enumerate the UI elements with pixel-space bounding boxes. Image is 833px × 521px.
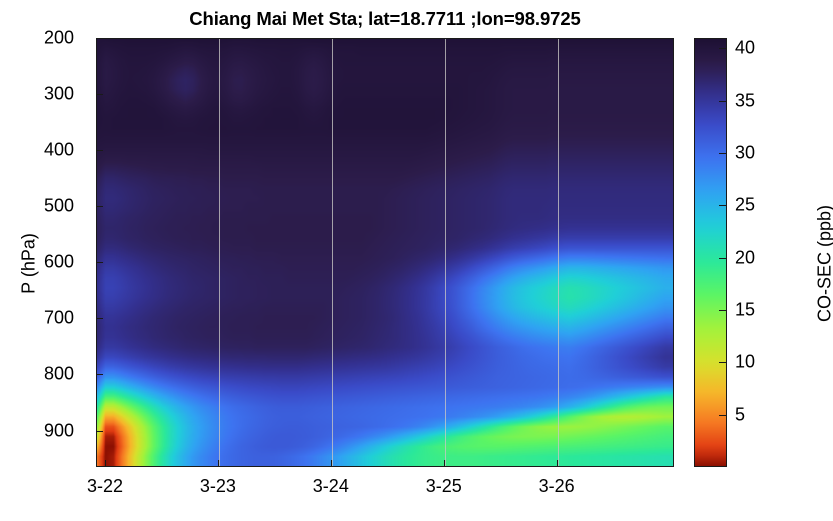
x-tick-mark (444, 460, 445, 467)
y-tick-label: 400 (43, 139, 74, 160)
colorbar-tick-label: 30 (735, 142, 756, 163)
colorbar-tick-label: 5 (735, 404, 746, 425)
x-tick-mark (557, 460, 558, 467)
x-tick-mark (105, 460, 106, 467)
colorbar-tick-mark (719, 258, 727, 259)
heatmap-image (97, 39, 673, 466)
y-tick-label: 600 (43, 251, 74, 272)
heatmap-axes (96, 38, 674, 467)
colorbar-tick-mark (719, 362, 727, 363)
colorbar-tick-mark (719, 415, 727, 416)
colorbar (694, 38, 727, 467)
y-tick-mark (96, 94, 103, 95)
y-tick-mark (96, 38, 103, 39)
y-tick-label: 800 (43, 363, 74, 384)
y-tick-label: 900 (43, 420, 74, 441)
x-tick-label: 3-26 (538, 476, 575, 496)
y-tick-mark (96, 262, 103, 263)
colorbar-tick-mark (719, 310, 727, 311)
y-tick-mark (96, 150, 103, 151)
colorbar-tick-label: 20 (735, 247, 756, 268)
chart-title: Chiang Mai Met Sta; lat=18.7711 ;lon=98.… (189, 8, 581, 29)
colorbar-tick-label: 35 (735, 90, 756, 111)
colorbar-tick-mark (719, 48, 727, 49)
y-tick-label: 500 (43, 195, 74, 216)
colorbar-tick-label: 40 (735, 37, 756, 58)
y-tick-mark (96, 318, 103, 319)
colorbar-tick-label: 25 (735, 194, 756, 215)
y-tick-label: 700 (43, 307, 74, 328)
x-tick-label: 3-23 (199, 476, 236, 496)
colorbar-tick-mark (719, 205, 727, 206)
x-tick-mark (331, 460, 332, 467)
colorbar-tick-label: 15 (735, 299, 756, 320)
x-tick-label: 3-22 (87, 476, 124, 496)
y-axis-label: P (hPa) (18, 233, 39, 294)
y-tick-mark (96, 206, 103, 207)
colorbar-tick-label: 10 (735, 351, 756, 372)
colorbar-tick-mark (719, 153, 727, 154)
x-tick-label: 3-24 (312, 476, 349, 496)
y-tick-mark (96, 374, 103, 375)
colorbar-gradient (695, 39, 726, 466)
colorbar-label: CO-SEC (ppb) (814, 204, 833, 323)
y-tick-label: 300 (43, 83, 74, 104)
colorbar-tick-mark (719, 101, 727, 102)
x-tick-mark (218, 460, 219, 467)
y-tick-mark (96, 431, 103, 432)
y-tick-label: 200 (43, 27, 74, 48)
x-tick-label: 3-25 (425, 476, 462, 496)
